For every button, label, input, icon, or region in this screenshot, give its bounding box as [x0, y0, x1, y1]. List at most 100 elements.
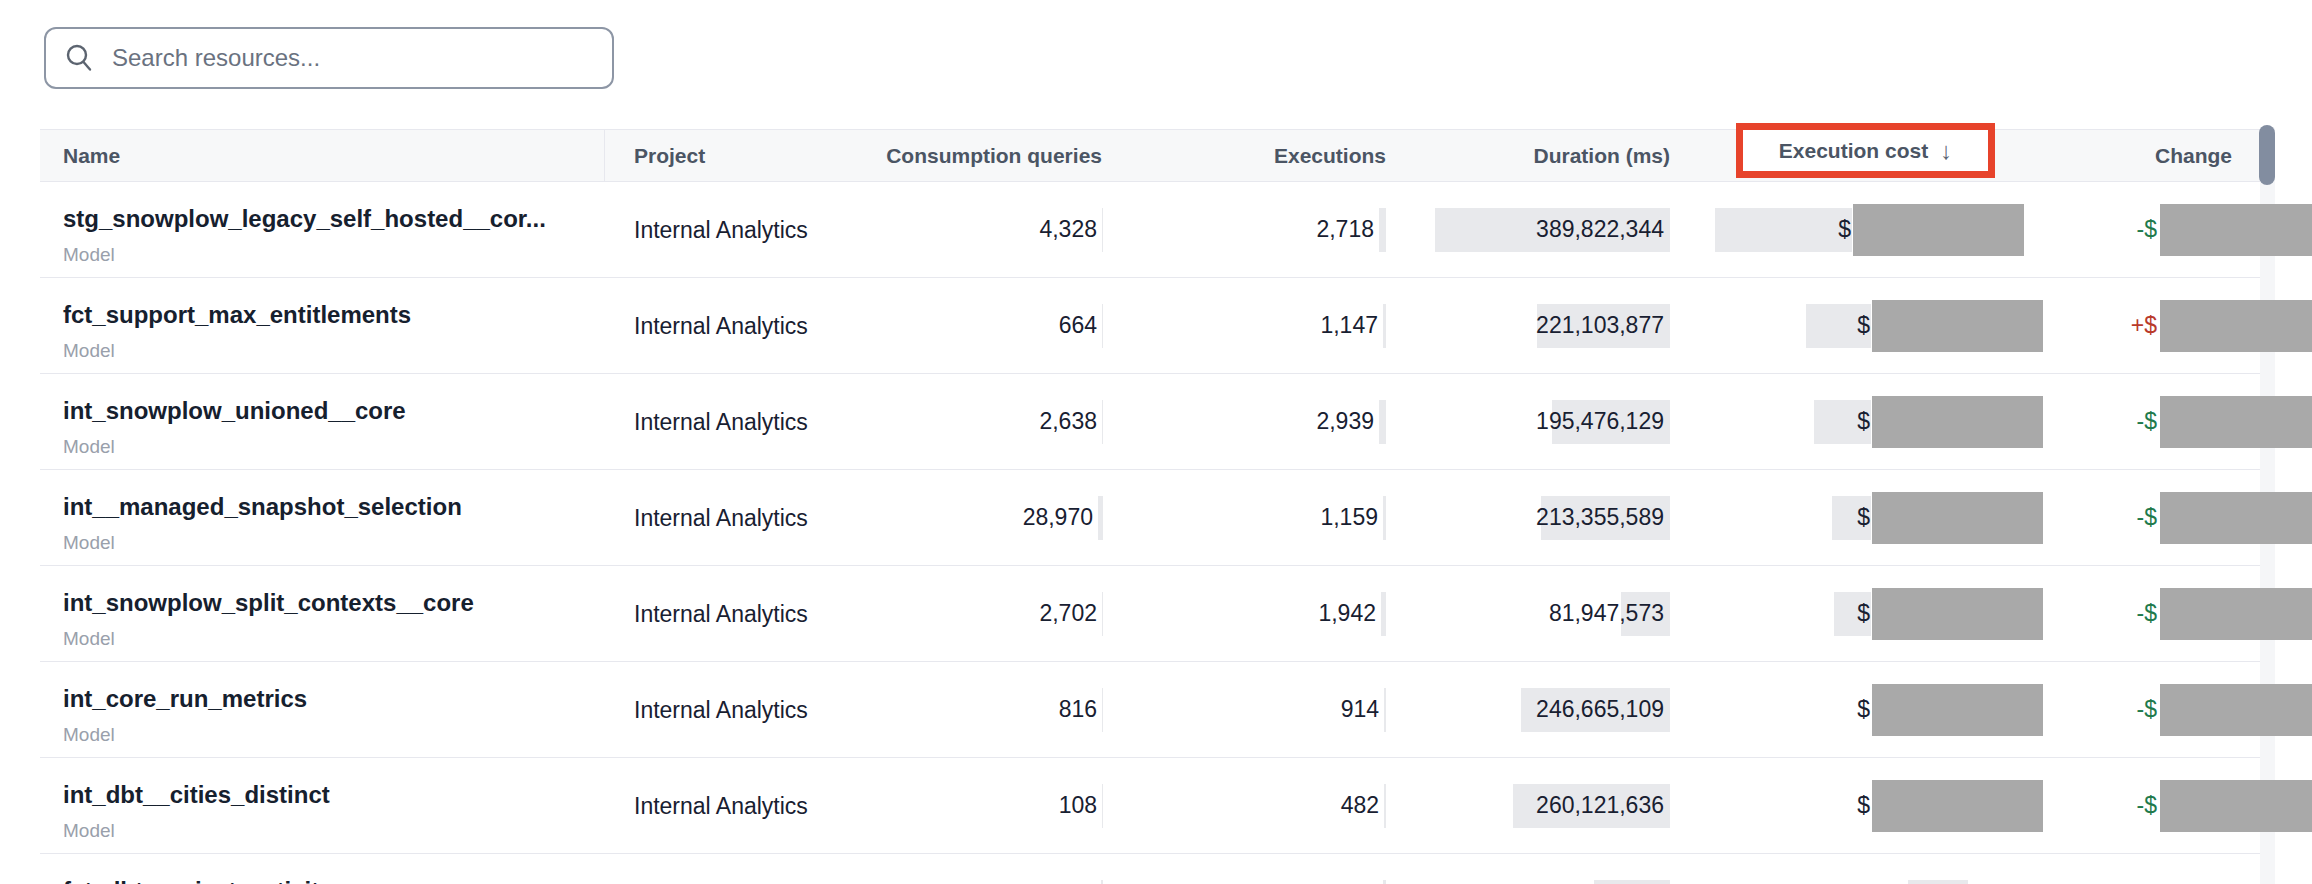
duration-cell: 81,947,573 — [1549, 566, 1664, 661]
resource-name[interactable]: fct_dbt_project_activity — [63, 876, 332, 884]
resource-type-label: Model — [63, 819, 330, 843]
change-cell: -$ — [2137, 374, 2312, 469]
resource-name-cell: stg_snowplow_legacy_self_hosted__cor... … — [63, 204, 546, 267]
cost-redaction-box — [1872, 780, 2043, 832]
search-box[interactable] — [44, 27, 614, 89]
change-sign: -$ — [2137, 696, 2157, 723]
resource-name[interactable]: int__managed_snapshot_selection — [63, 492, 462, 522]
change-sign: -$ — [2137, 408, 2157, 435]
executions-bar — [1384, 784, 1386, 828]
executions-bar — [1379, 208, 1386, 252]
executions-cell: 914 — [1341, 662, 1386, 757]
executions-bar — [1383, 496, 1386, 540]
duration-cell: 260,121,636 — [1536, 758, 1664, 853]
resource-name[interactable]: int_snowplow_unioned__core — [63, 396, 406, 426]
cost-redaction-box — [1872, 684, 2043, 736]
consumption-queries-cell: 816 — [1059, 662, 1103, 757]
table-row[interactable]: fct_dbt_project_activity — [40, 854, 2260, 884]
cost-currency-prefix: $ — [1838, 216, 1851, 243]
table-row[interactable]: int__managed_snapshot_selection Model In… — [40, 470, 2260, 566]
table-row[interactable]: fct_support_max_entitlements Model Inter… — [40, 278, 2260, 374]
resource-name[interactable]: int_core_run_metrics — [63, 684, 307, 714]
column-header-consumption-queries[interactable]: Consumption queries — [886, 144, 1102, 168]
project-cell: Internal Analytics — [634, 312, 808, 339]
executions-bar — [1381, 592, 1386, 636]
executions-bar — [1384, 688, 1386, 732]
resource-type-label: Model — [63, 339, 411, 363]
table-row[interactable]: int_snowplow_unioned__core Model Interna… — [40, 374, 2260, 470]
table-row[interactable]: int_dbt__cities_distinct Model Internal … — [40, 758, 2260, 854]
change-cell: -$ — [2137, 470, 2312, 565]
resource-name[interactable]: fct_support_max_entitlements — [63, 300, 411, 330]
executions-bar — [1383, 304, 1386, 348]
executions-cell: 1,942 — [1318, 566, 1386, 661]
change-redaction-box — [2160, 684, 2312, 736]
change-cell: -$ — [2137, 662, 2312, 757]
duration-cell: 389,822,344 — [1536, 182, 1664, 277]
table-row[interactable]: int_snowplow_split_contexts__core Model … — [40, 566, 2260, 662]
resource-name[interactable]: stg_snowplow_legacy_self_hosted__cor... — [63, 204, 546, 234]
search-input[interactable] — [110, 43, 594, 73]
execution-cost-bar — [1908, 880, 1968, 884]
change-cell: +$ — [2131, 278, 2312, 373]
executions-cell: 482 — [1341, 758, 1386, 853]
change-redaction-box — [2160, 780, 2312, 832]
sort-descending-icon[interactable]: ↓ — [1940, 137, 1952, 165]
column-header-execution-cost[interactable]: Execution cost — [1779, 139, 1928, 163]
resource-type-label: Model — [63, 435, 406, 459]
executions-bar — [1379, 400, 1386, 444]
table-row[interactable]: int_core_run_metrics Model Internal Anal… — [40, 662, 2260, 758]
change-redaction-box — [2160, 300, 2312, 352]
column-header-name[interactable]: Name — [63, 144, 120, 168]
column-header-duration-ms[interactable]: Duration (ms) — [1534, 144, 1671, 168]
executions-cell: 1,147 — [1320, 278, 1386, 373]
annotation-highlight-box: Execution cost ↓ — [1736, 123, 1995, 178]
table-row[interactable]: stg_snowplow_legacy_self_hosted__cor... … — [40, 182, 2260, 278]
consumption-queries-bar — [1102, 304, 1103, 348]
executions-cell: 1,159 — [1320, 470, 1386, 565]
change-redaction-box — [2160, 396, 2312, 448]
duration-cell: 213,355,589 — [1536, 470, 1664, 565]
consumption-queries-bar — [1098, 496, 1103, 540]
change-cell: -$ — [2137, 182, 2312, 277]
duration-cell: 221,103,877 — [1536, 278, 1664, 373]
project-cell: Internal Analytics — [634, 792, 808, 819]
execution-cost-cell: $ — [1834, 566, 2043, 661]
consumption-queries-bar — [1102, 688, 1103, 732]
cost-currency-prefix: $ — [1857, 792, 1870, 819]
change-sign: +$ — [2131, 312, 2157, 339]
execution-cost-cell: $ — [1857, 758, 2043, 853]
project-cell: Internal Analytics — [634, 408, 808, 435]
resource-name-cell: fct_support_max_entitlements Model — [63, 300, 411, 363]
execution-cost-cell: $ — [1814, 374, 2043, 469]
execution-cost-bar — [1715, 208, 1852, 252]
scrollbar-thumb[interactable] — [2259, 125, 2275, 185]
duration-cell: 195,476,129 — [1536, 374, 1664, 469]
resource-type-label: Model — [63, 723, 307, 747]
resource-type-label: Model — [63, 243, 546, 267]
cost-redaction-box — [1872, 396, 2043, 448]
change-sign: -$ — [2137, 216, 2157, 243]
resource-name[interactable]: int_snowplow_split_contexts__core — [63, 588, 474, 618]
execution-cost-cell: $ — [1832, 470, 2043, 565]
executions-cell — [1378, 854, 1386, 884]
resource-name[interactable]: int_dbt__cities_distinct — [63, 780, 330, 810]
change-cell: -$ — [2137, 758, 2312, 853]
cost-redaction-box — [1872, 492, 2043, 544]
cost-redaction-box — [1872, 588, 2043, 640]
search-icon — [64, 43, 94, 73]
cost-redaction-box — [1872, 300, 2043, 352]
consumption-queries-cell: 4,328 — [1039, 182, 1103, 277]
project-cell: Internal Analytics — [634, 600, 808, 627]
resource-name-cell: int_dbt__cities_distinct Model — [63, 780, 330, 843]
column-header-project[interactable]: Project — [634, 144, 705, 168]
consumption-queries-bar — [1102, 400, 1103, 444]
project-cell: Internal Analytics — [634, 216, 808, 243]
consumption-queries-cell: 664 — [1059, 278, 1103, 373]
resource-table-body: stg_snowplow_legacy_self_hosted__cor... … — [40, 182, 2260, 884]
executions-cell: 2,718 — [1316, 182, 1386, 277]
column-header-executions[interactable]: Executions — [1274, 144, 1386, 168]
resource-type-label: Model — [63, 531, 462, 555]
resource-name-cell: int_core_run_metrics Model — [63, 684, 307, 747]
column-header-change[interactable]: Change — [2155, 144, 2232, 168]
